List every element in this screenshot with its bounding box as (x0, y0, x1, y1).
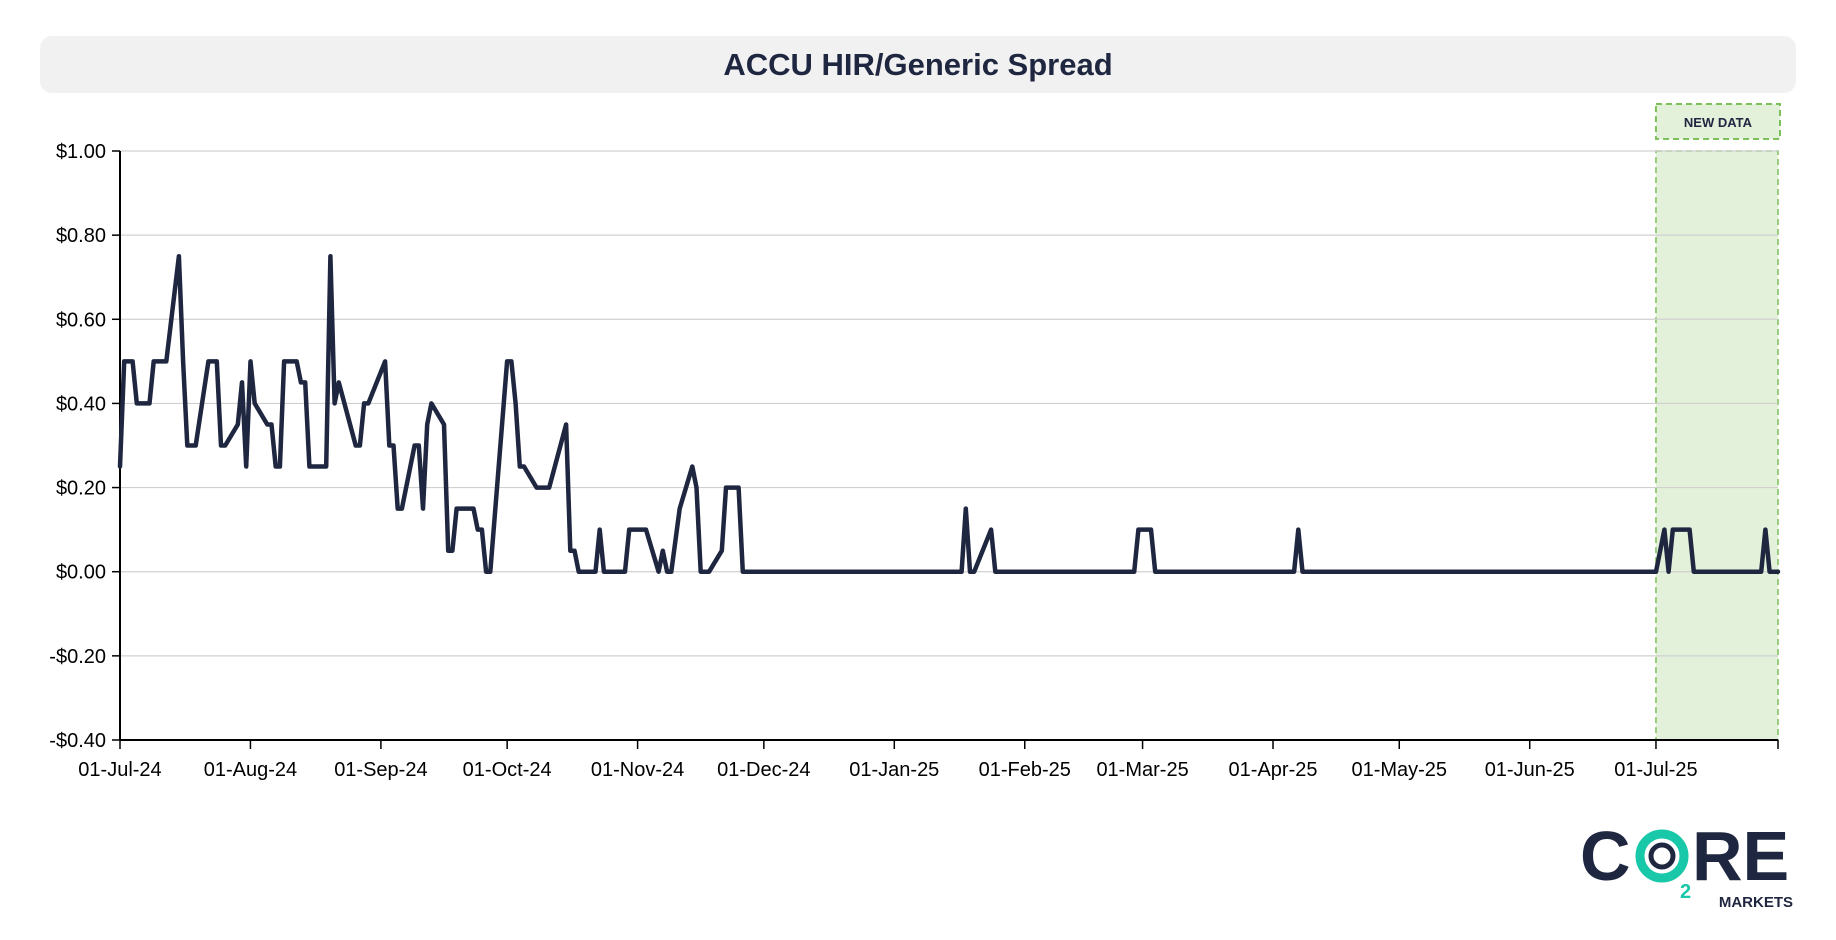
x-tick-label: 01-May-25 (1351, 759, 1447, 781)
x-tick-label: 01-Aug-24 (204, 759, 297, 781)
x-tick-label: 01-Jul-24 (78, 759, 161, 781)
y-tick-label: $0.80 (56, 225, 106, 247)
logo-subscript: 2 (1680, 881, 1691, 903)
logo-o-ring-icon (1635, 829, 1689, 883)
x-tick-label: 01-Apr-25 (1229, 759, 1318, 781)
x-tick-label: 01-Jul-25 (1614, 759, 1697, 781)
new-data-badge-label: NEW DATA (1684, 115, 1753, 130)
core-markets-logo: C 2 RE MARKETS (1580, 817, 1793, 910)
y-tick-label: $0.40 (56, 393, 106, 415)
chart-title: ACCU HIR/Generic Spread (723, 46, 1113, 82)
x-tick-label: 01-Jun-25 (1485, 759, 1575, 781)
logo-wordmark: C (1580, 817, 1631, 895)
logo-markets: MARKETS (1719, 894, 1793, 910)
y-tick-label: -$0.20 (49, 646, 106, 668)
x-tick-label: 01-Oct-24 (463, 759, 552, 781)
logo-o-inner-icon (1648, 842, 1676, 870)
x-tick-label: 01-Feb-25 (979, 759, 1071, 781)
new-data-badge (1654, 103, 1782, 140)
series-line (117, 253, 1781, 574)
y-tick-label: -$0.40 (49, 730, 106, 752)
x-tick-label: 01-Jan-25 (849, 759, 939, 781)
new-data-band (1655, 150, 1779, 741)
y-tick-label: $0.00 (56, 562, 106, 584)
logo-wordmark-rest: RE (1692, 817, 1789, 895)
x-tick-label: 01-Mar-25 (1096, 759, 1188, 781)
x-tick-label: 01-Sep-24 (334, 759, 427, 781)
x-tick-label: 01-Nov-24 (591, 759, 684, 781)
x-tick-label: 01-Dec-24 (717, 759, 810, 781)
y-tick-label: $0.60 (56, 309, 106, 331)
y-tick-label: $1.00 (56, 141, 106, 163)
y-tick-label: $0.20 (56, 478, 106, 500)
chart-title-bar: ACCU HIR/Generic Spread (40, 36, 1796, 93)
